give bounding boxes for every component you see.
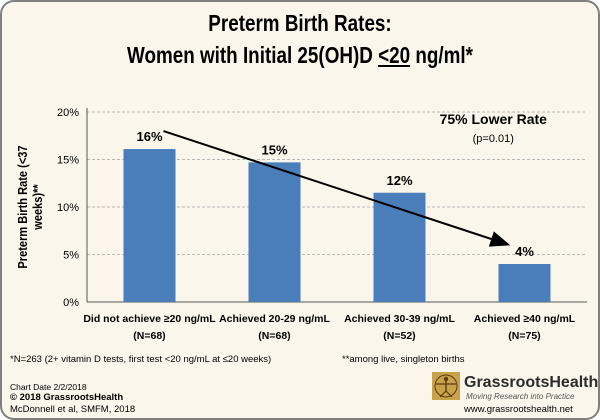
bar-value-label: 16% xyxy=(136,129,162,144)
x-category-label: Achieved 30-39 ng/mL xyxy=(344,313,455,325)
title-threshold: <20 xyxy=(378,42,411,68)
x-category-label: Achieved 20-29 ng/mL xyxy=(219,313,330,325)
bar-value-label: 4% xyxy=(515,244,534,259)
brand-name: GrassrootsHealth xyxy=(464,374,599,391)
y-tick-label: 5% xyxy=(63,250,79,262)
x-category-label: Did not achieve ≥20 ng/mL xyxy=(83,313,216,325)
bar xyxy=(248,162,301,302)
copyright: © 2018 GrassrootsHealth xyxy=(10,392,124,403)
bar xyxy=(498,264,551,302)
x-category-n-label: (N=75) xyxy=(508,330,540,342)
title-pre: Women with Initial 25(OH)D xyxy=(126,42,379,68)
y-tick-label: 15% xyxy=(57,155,79,167)
y-tick-label: 0% xyxy=(63,297,79,309)
footnote-sample: *N=263 (2+ vitamin D tests, first test <… xyxy=(10,354,272,365)
brand-tagline: Moving Research into Practice xyxy=(466,392,575,401)
trend-arrow xyxy=(163,130,511,247)
y-tick-label: 10% xyxy=(57,202,79,214)
bar-value-label: 15% xyxy=(261,142,287,157)
y-tick-label: 20% xyxy=(57,107,79,119)
vitruvian-logo-icon xyxy=(432,372,460,400)
bar xyxy=(373,192,426,302)
footnote-births: **among live, singleton births xyxy=(342,354,465,365)
annotation-pvalue: (p=0.01) xyxy=(473,133,514,145)
chart-date: Chart Date 2/2/2018 xyxy=(10,382,87,392)
bar-value-label: 12% xyxy=(386,173,412,188)
title-post: ng/ml* xyxy=(410,42,473,68)
x-category-label: Achieved ≥40 ng/mL xyxy=(474,313,576,325)
chart-title-line-1: Preterm Birth Rates: xyxy=(208,10,392,36)
annotation-label: 75% Lower Rate xyxy=(440,111,548,127)
chart-title-line-2: Women with Initial 25(OH)D <20 ng/ml* xyxy=(56,42,545,69)
x-category-n-label: (N=52) xyxy=(383,330,415,342)
website-url: www.grassrootshealth.net xyxy=(464,404,573,415)
citation: McDonnell et al, SMFM, 2018 xyxy=(10,404,136,415)
x-category-n-label: (N=68) xyxy=(258,330,290,342)
x-category-n-label: (N=68) xyxy=(133,330,165,342)
bar xyxy=(123,149,176,302)
